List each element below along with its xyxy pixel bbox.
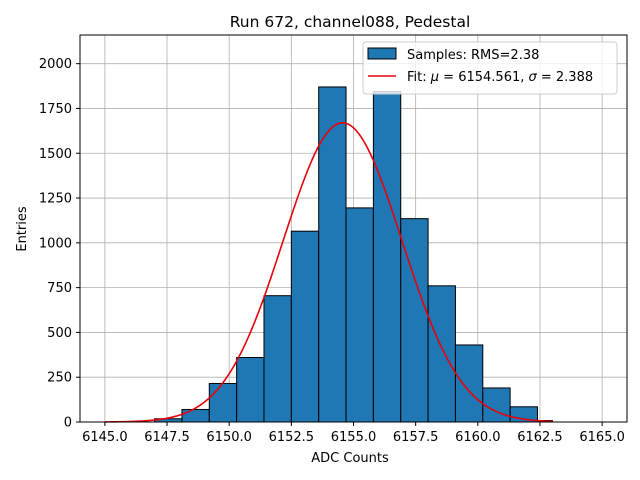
histogram-bar xyxy=(454,344,484,423)
y-tick-label: 750 xyxy=(47,281,72,296)
y-tick-label: 1750 xyxy=(39,102,72,117)
y-tick-label: 0 xyxy=(64,416,72,431)
legend-swatch-samples xyxy=(367,47,397,60)
histogram-bar xyxy=(345,207,374,423)
x-tick-label: 6155.0 xyxy=(331,430,377,445)
x-tick-label: 6150.0 xyxy=(206,430,252,445)
chart-title: Run 672, channel088, Pedestal xyxy=(230,13,471,31)
y-tick-label: 1250 xyxy=(39,192,72,207)
x-axis-ticks: 6145.0 6147.5 6150.0 6152.5 6155.0 6157.5 6160… xyxy=(82,422,625,445)
histogram-bar xyxy=(372,90,402,423)
histogram-bar xyxy=(482,387,511,423)
histogram-bar xyxy=(208,382,238,423)
legend-fit-sigma-value: = 2.388 xyxy=(537,70,593,85)
fit-curve-layer xyxy=(104,121,553,423)
x-axis-title: ADC Counts xyxy=(311,451,389,466)
x-tick-label: 6147.5 xyxy=(144,430,190,445)
legend-fit-mu-value: = 6154.561, xyxy=(439,70,528,85)
y-tick-label: 1000 xyxy=(39,236,72,251)
legend-label-samples: Samples: RMS=2.38 xyxy=(407,48,539,63)
x-tick-label: 6152.5 xyxy=(269,430,315,445)
histogram-bar xyxy=(181,408,210,423)
legend: Samples: RMS=2.38 Fit: μ = 6154.561, σ =… xyxy=(362,41,618,95)
fit-curve xyxy=(104,121,553,423)
y-axis-title: Entries xyxy=(15,206,30,252)
y-tick-label: 250 xyxy=(47,371,72,386)
legend-fit-sigma-symbol: σ xyxy=(529,70,538,85)
histogram-bar xyxy=(290,230,320,423)
legend-box xyxy=(362,41,618,95)
y-tick-label: 1500 xyxy=(39,147,72,162)
legend-fit-mu-symbol: μ xyxy=(430,70,439,85)
x-tick-label: 6160.0 xyxy=(455,430,501,445)
y-tick-label: 500 xyxy=(47,326,72,341)
legend-fit-prefix: Fit: xyxy=(407,70,431,85)
x-tick-label: 6162.5 xyxy=(517,430,563,445)
y-tick-label: 2000 xyxy=(39,57,72,72)
histogram-bar xyxy=(427,285,456,423)
histogram-bars xyxy=(154,86,553,423)
x-tick-label: 6157.5 xyxy=(393,430,439,445)
x-tick-label: 6145.0 xyxy=(82,430,128,445)
legend-label-fit: Fit: μ = 6154.561, σ = 2.388 xyxy=(407,70,593,85)
histogram-bar xyxy=(236,357,265,423)
histogram-bar xyxy=(263,295,292,423)
y-axis-ticks: 0 250 500 750 1000 1250 1500 1750 2000 xyxy=(39,57,80,431)
histogram-bar xyxy=(318,86,347,423)
x-tick-label: 6165.0 xyxy=(579,430,625,445)
